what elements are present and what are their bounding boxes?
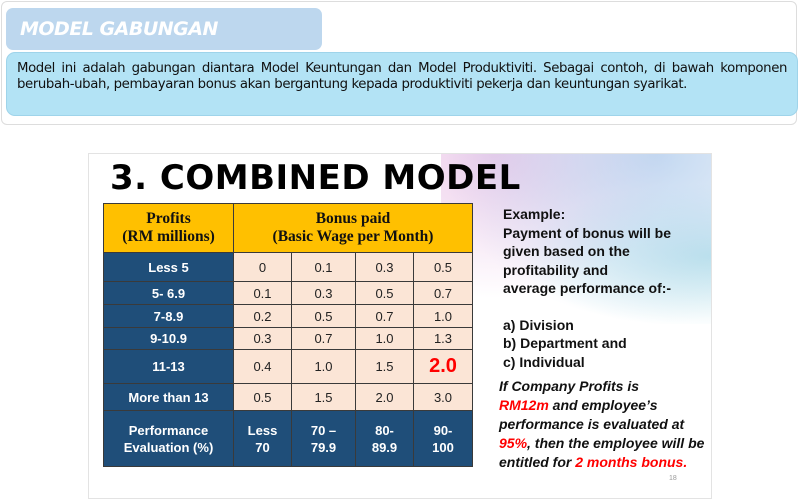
description-text: Model ini adalah gabungan diantara Model…: [17, 61, 787, 92]
cell: 0.3: [233, 327, 292, 350]
cell: 0.1: [233, 281, 292, 305]
cell: 0.5: [291, 304, 356, 328]
cell: 0.2: [233, 304, 292, 328]
cell: 3.0: [413, 383, 473, 411]
conclusion-text: If Company Profits is RM12m and employee’…: [499, 377, 714, 472]
text: 90-: [433, 422, 453, 438]
table-row: 7-8.9 0.2 0.5 0.7 1.0: [103, 304, 473, 328]
text: and employee’s performance is evaluated …: [499, 397, 685, 432]
example-heading: Example:: [503, 206, 566, 222]
header-text: Bonus paid: [315, 210, 391, 227]
cell: 0.5: [355, 281, 414, 305]
cell: 0.3: [291, 281, 356, 305]
cell: 1.5: [355, 349, 414, 384]
table-row: 11-13 0.4 1.0 1.5 2.0: [103, 349, 473, 384]
text: 79.9: [310, 439, 337, 455]
row-label: 9-10.9: [103, 327, 234, 350]
text: Evaluation (%): [123, 439, 214, 455]
header-text: (RM millions): [122, 228, 215, 245]
section-title: MODEL GABUNGAN: [20, 18, 218, 40]
performance-label: Performance Evaluation (%): [103, 410, 234, 467]
cell: 0.5: [413, 252, 473, 282]
example-line: given based on the: [503, 243, 630, 259]
cell: 0.5: [233, 383, 292, 411]
example-line: profitability and: [503, 261, 608, 278]
example-line: average performance of:-: [503, 280, 672, 296]
highlighted-cell: 2.0: [413, 349, 473, 384]
header-bonus: Bonus paid (Basic Wage per Month): [233, 203, 473, 253]
highlight: RM12m: [499, 397, 549, 413]
performance-range: Less 70: [233, 410, 292, 467]
cell: 0.7: [413, 281, 473, 305]
example-item: a) Division: [503, 316, 574, 333]
row-label: 7-8.9: [103, 304, 234, 328]
decorative-background: [441, 154, 711, 324]
description-box: Model ini adalah gabungan diantara Model…: [6, 52, 798, 116]
section-title-tab: MODEL GABUNGAN: [6, 8, 322, 50]
cell: 1.0: [355, 327, 414, 350]
highlight: 95%: [499, 435, 528, 451]
page-number: 18: [669, 475, 677, 482]
header-text: (Basic Wage per Month): [272, 228, 434, 245]
highlight: 2 months bonus.: [575, 454, 688, 470]
cell: 0.7: [291, 327, 356, 350]
row-label: 5- 6.9: [103, 281, 234, 305]
performance-range: 80- 89.9: [355, 410, 414, 467]
text: Performance: [128, 422, 209, 438]
table-row: More than 13 0.5 1.5 2.0 3.0: [103, 383, 473, 411]
header-text: Profits: [146, 210, 191, 227]
bonus-table: Profits (RM millions) Bonus paid (Basic Wa…: [103, 203, 473, 467]
text: Less: [247, 422, 278, 438]
table-row: 5- 6.9 0.1 0.3 0.5 0.7: [103, 281, 473, 305]
cell: 1.5: [291, 383, 356, 411]
example-item: b) Department and: [503, 335, 627, 351]
cell: 1.0: [413, 304, 473, 328]
text: 80-: [375, 422, 394, 438]
cell: 0.3: [355, 252, 414, 282]
performance-row: Performance Evaluation (%) Less 70 70 –79.…: [103, 410, 473, 467]
text: If Company Profits is: [499, 378, 640, 394]
row-label: 11-13: [103, 349, 234, 384]
text: 100: [432, 439, 454, 455]
cell: 0.7: [355, 304, 414, 328]
performance-range: 70 –79.9: [291, 410, 356, 467]
row-label: Less 5: [103, 252, 234, 282]
example-text: Example: Payment of bonus will be given …: [503, 205, 671, 371]
performance-range: 90- 100: [413, 410, 473, 467]
cell: 0.4: [233, 349, 292, 384]
text: , then the employee will be entitled for: [499, 435, 705, 470]
cell: 2.0: [355, 383, 414, 411]
example-line: Payment of bonus will be: [503, 224, 672, 241]
slide-title: 3. COMBINED MODEL: [110, 158, 521, 198]
example-item: c) Individual: [503, 353, 585, 370]
text: 89.9: [371, 439, 398, 455]
text: 70: [255, 439, 270, 455]
cell: 0.1: [291, 252, 356, 282]
cell: 1.3: [413, 327, 473, 350]
header-profits: Profits (RM millions): [103, 203, 234, 253]
text: 70 –: [310, 422, 337, 438]
cell: 1.0: [291, 349, 356, 384]
row-label: More than 13: [103, 383, 234, 411]
table-row: Less 5 0 0.1 0.3 0.5: [103, 252, 473, 282]
table-row: 9-10.9 0.3 0.7 1.0 1.3: [103, 327, 473, 350]
cell: 0: [233, 252, 292, 282]
